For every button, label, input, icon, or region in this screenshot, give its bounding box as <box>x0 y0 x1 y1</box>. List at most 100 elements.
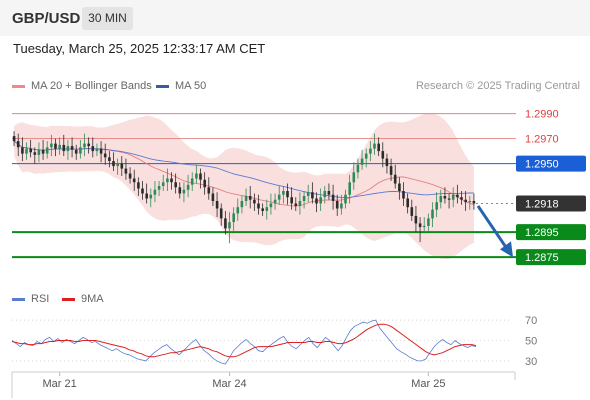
candle-body <box>79 147 82 154</box>
level-labels: 1.2990 1.2970 1.2950 1.2918 1.2895 1.2875 <box>516 109 586 266</box>
candle-body <box>257 203 260 209</box>
legend-ma50: MA 50 <box>156 80 206 92</box>
candle-body <box>195 173 198 179</box>
candle-body <box>29 148 32 153</box>
candle-body <box>33 152 37 155</box>
candle-body <box>319 197 322 204</box>
candle-body <box>137 182 140 189</box>
legend-ma50-label: MA 50 <box>175 80 207 92</box>
candle-body <box>145 193 148 199</box>
legend-9ma-label: 9MA <box>81 293 104 305</box>
candle-body <box>464 199 467 203</box>
candle-body <box>45 147 49 154</box>
candle-body <box>385 158 389 167</box>
legend-rsi: RSI <box>12 293 49 305</box>
candle-body <box>377 143 380 152</box>
candle-body <box>236 207 240 214</box>
candle-body <box>166 178 169 183</box>
candle-body <box>50 143 53 148</box>
candle-body <box>265 207 269 211</box>
candle-body <box>456 194 459 198</box>
candle-body <box>161 182 165 186</box>
candle-body <box>224 218 227 229</box>
candle-body <box>16 141 20 148</box>
candle-body <box>108 157 111 161</box>
candle-body <box>323 191 327 198</box>
candle-body <box>447 198 451 200</box>
candle-body <box>37 149 41 155</box>
candle-body <box>240 201 244 208</box>
candle-body <box>228 222 231 229</box>
candle-body <box>25 148 28 154</box>
candle-body <box>410 207 414 216</box>
candle-body <box>460 197 463 200</box>
candle-body <box>443 196 447 199</box>
level-box-1.2918 <box>516 195 586 212</box>
forecast-arrow <box>476 205 513 258</box>
candle-body <box>128 173 132 179</box>
candle-body <box>21 147 24 154</box>
legend-9ma: 9MA <box>62 293 104 305</box>
candle-body <box>178 187 182 194</box>
candle-body <box>344 194 347 204</box>
candle-body <box>99 148 103 154</box>
candle-body <box>211 193 215 201</box>
candle-body <box>306 192 310 196</box>
candle-body <box>112 161 115 167</box>
level-lines <box>12 113 516 259</box>
candle-body <box>124 168 128 174</box>
rsi-tick-label: 50 <box>525 336 537 348</box>
candle-body <box>244 196 248 201</box>
candle-body <box>315 198 318 204</box>
timeframe-badge[interactable]: 30 MIN <box>82 7 133 30</box>
ma50-swatch <box>156 84 169 88</box>
candle-body <box>261 208 264 211</box>
candle-body <box>174 182 177 188</box>
level-box-1.2875 <box>516 249 586 266</box>
ma20-swatch <box>12 84 25 88</box>
candle-body <box>294 203 298 206</box>
candle-body <box>327 191 331 195</box>
candle-body <box>54 143 57 149</box>
candle-body <box>170 178 173 183</box>
x-tick-label: Mar 24 <box>212 378 246 390</box>
candle-body <box>360 158 364 165</box>
candle-body <box>393 174 397 184</box>
candle-body <box>435 202 438 210</box>
candle-body <box>472 201 476 204</box>
rsi-ma-line <box>11 323 477 358</box>
level-box-1.2895 <box>516 224 586 241</box>
candle-body <box>215 201 219 209</box>
candle-body <box>41 149 45 154</box>
rsi-panel: 70 50 30 <box>11 315 537 368</box>
candle-body <box>74 149 78 154</box>
candle-body <box>398 183 401 191</box>
candle-body <box>203 179 206 188</box>
rsi-line <box>11 319 477 365</box>
candle-body <box>157 186 161 190</box>
candle-body <box>273 199 277 204</box>
level-label-1.2875: 1.2875 <box>525 252 559 264</box>
candle-body <box>439 196 443 203</box>
candle-body <box>302 196 306 201</box>
candle-body <box>12 136 16 142</box>
candle-body <box>248 196 252 200</box>
candle-body <box>286 191 289 198</box>
candle-body <box>219 208 223 219</box>
candle-body <box>364 153 368 159</box>
level-label-1.2970: 1.2970 <box>525 134 559 146</box>
candle-body <box>232 213 235 223</box>
candle-body <box>182 189 186 194</box>
candles <box>12 131 476 244</box>
level-label-1.2990: 1.2990 <box>525 109 559 121</box>
candle-body <box>153 189 157 195</box>
timestamp: Tuesday, March 25, 2025 12:33:17 AM CET <box>13 41 266 56</box>
candle-body <box>335 201 339 209</box>
forecast-arrowhead <box>500 241 513 258</box>
candle-body <box>58 144 61 149</box>
candle-body <box>282 191 285 195</box>
bollinger-band <box>14 113 474 260</box>
header-bar: GBP/USD 30 MIN <box>0 0 590 36</box>
rsi-tick-label: 30 <box>525 356 537 368</box>
candle-body <box>253 199 256 204</box>
